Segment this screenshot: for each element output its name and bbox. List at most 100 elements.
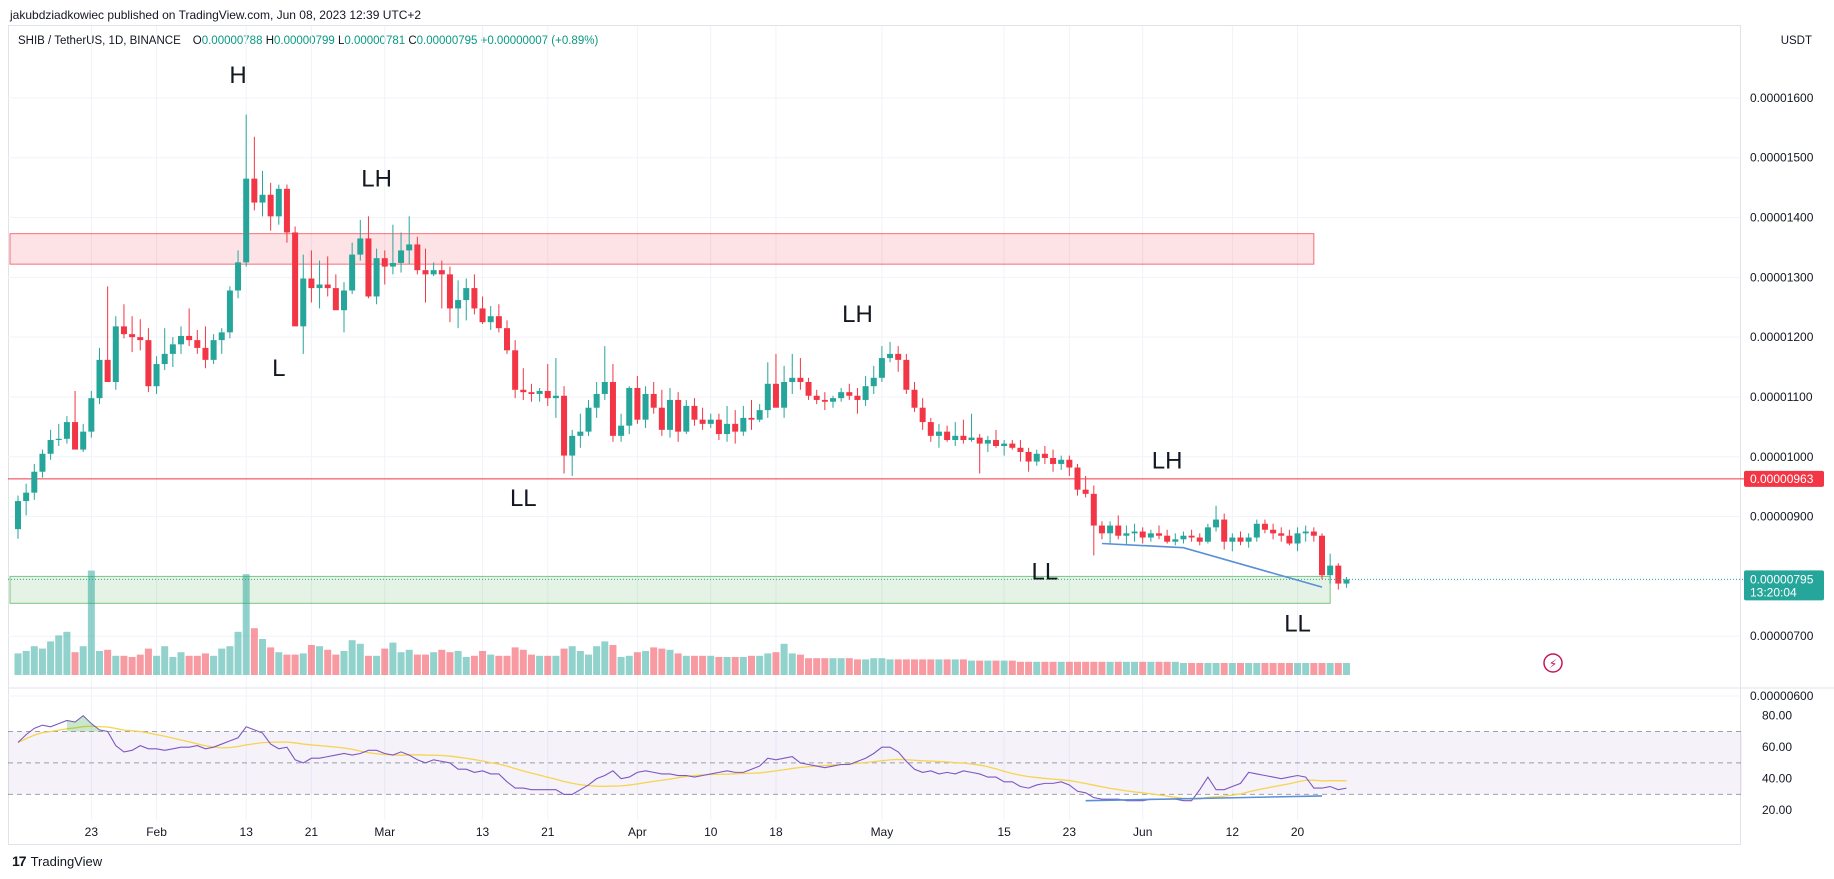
volume-bar bbox=[1228, 663, 1236, 675]
candle-body bbox=[609, 382, 616, 436]
candle-body bbox=[398, 250, 405, 263]
candle-body bbox=[968, 437, 975, 441]
candle-body bbox=[838, 392, 845, 399]
candle-body bbox=[976, 437, 983, 444]
volume-bar bbox=[1008, 660, 1016, 675]
volume-bar bbox=[1204, 663, 1212, 675]
volume-bar bbox=[690, 655, 698, 675]
candle-body bbox=[593, 393, 600, 408]
candle-body bbox=[31, 471, 38, 493]
candle-body bbox=[1147, 533, 1154, 538]
volume-bar bbox=[275, 652, 283, 675]
volume-bar bbox=[723, 657, 731, 675]
volume-bar bbox=[454, 651, 462, 675]
volume-bar bbox=[1326, 663, 1334, 675]
candle-body bbox=[88, 398, 95, 432]
volume-bar bbox=[633, 652, 641, 675]
candle-body bbox=[805, 382, 812, 396]
volume-bar bbox=[560, 648, 568, 675]
candle-body bbox=[292, 232, 299, 327]
candle-body bbox=[1017, 447, 1024, 452]
time-tick-label: 20 bbox=[1291, 825, 1305, 839]
volume-bar bbox=[291, 654, 299, 675]
time-tick-label: Jun bbox=[1133, 825, 1152, 839]
price-tick-label: 0.00001000 bbox=[1750, 450, 1814, 464]
candle-body bbox=[813, 395, 820, 400]
volume-bar bbox=[902, 659, 910, 675]
candle-body bbox=[944, 431, 951, 441]
candle-body bbox=[495, 316, 502, 329]
candle-body bbox=[226, 290, 233, 333]
volume-bar bbox=[120, 655, 128, 675]
volume-bar bbox=[210, 655, 218, 675]
high-value: 0.00000799 bbox=[274, 35, 335, 47]
volume-bar bbox=[1310, 663, 1318, 675]
candle-body bbox=[1098, 525, 1105, 534]
volume-bar bbox=[609, 645, 617, 675]
price-tick-label: 0.00000900 bbox=[1750, 510, 1814, 524]
volume-bar bbox=[1000, 660, 1008, 675]
candle-body bbox=[1156, 533, 1162, 536]
candle-body bbox=[748, 417, 755, 420]
volume-bar bbox=[1318, 663, 1326, 675]
volume-bar bbox=[169, 657, 177, 675]
candle-body bbox=[1221, 519, 1228, 542]
volume-bar bbox=[446, 652, 454, 675]
candle-body bbox=[1213, 519, 1220, 528]
support-zone bbox=[9, 575, 1331, 604]
volume-bar bbox=[878, 658, 886, 675]
candle-body bbox=[275, 188, 282, 217]
candle-body bbox=[161, 353, 168, 365]
tradingview-logo-icon[interactable]: 17 bbox=[12, 853, 27, 869]
candle-body bbox=[1115, 525, 1122, 536]
volume-bar bbox=[1188, 663, 1196, 675]
volume-bar bbox=[495, 655, 503, 675]
candle-body bbox=[846, 392, 853, 396]
volume-bar bbox=[193, 655, 201, 675]
countdown-label: 13:20:04 bbox=[1750, 585, 1797, 599]
time-tick-label: May bbox=[871, 825, 894, 839]
volume-bar bbox=[935, 659, 943, 675]
candle-body bbox=[715, 419, 722, 435]
volume-bar bbox=[674, 653, 682, 675]
candle-body bbox=[862, 386, 869, 400]
volume-bar bbox=[234, 631, 242, 675]
resistance-zone bbox=[9, 233, 1315, 265]
symbol-name[interactable]: SHIB / TetherUS, 1D, BINANCE bbox=[18, 35, 181, 47]
candle-body bbox=[137, 337, 144, 341]
candle-body bbox=[544, 390, 551, 399]
volume-bar bbox=[911, 659, 918, 675]
volume-bar bbox=[1245, 663, 1253, 675]
volume-bar bbox=[1074, 661, 1081, 675]
volume-bar bbox=[968, 660, 976, 675]
candle-body bbox=[178, 335, 184, 345]
time-tick-label: 15 bbox=[997, 825, 1011, 839]
candle-body bbox=[430, 270, 437, 275]
candle-body bbox=[1139, 531, 1146, 538]
lightning-icon bbox=[1543, 653, 1563, 673]
volume-bar bbox=[805, 658, 813, 675]
volume-bar bbox=[1139, 661, 1147, 675]
volume-bar bbox=[642, 651, 650, 675]
volume-bar bbox=[1041, 661, 1049, 675]
volume-bar bbox=[1147, 661, 1155, 675]
candle-body bbox=[47, 440, 54, 454]
candle-body bbox=[63, 422, 70, 439]
volume-bar bbox=[1098, 661, 1106, 675]
candle-body bbox=[1050, 457, 1057, 464]
volume-bar bbox=[389, 642, 397, 675]
volume-bar bbox=[1057, 661, 1065, 675]
candle-body bbox=[357, 238, 364, 255]
volume-bar bbox=[536, 655, 544, 675]
volume-bar bbox=[332, 654, 340, 675]
time-tick-label: 21 bbox=[305, 825, 319, 839]
candle-body bbox=[479, 308, 486, 323]
volume-bar bbox=[185, 655, 193, 675]
brand-name[interactable]: TradingView bbox=[30, 853, 103, 869]
volume-bar bbox=[324, 649, 332, 675]
volume-bar bbox=[47, 641, 55, 675]
volume-bar bbox=[307, 645, 315, 675]
candle-body bbox=[72, 422, 79, 450]
volume-bar bbox=[259, 639, 266, 675]
